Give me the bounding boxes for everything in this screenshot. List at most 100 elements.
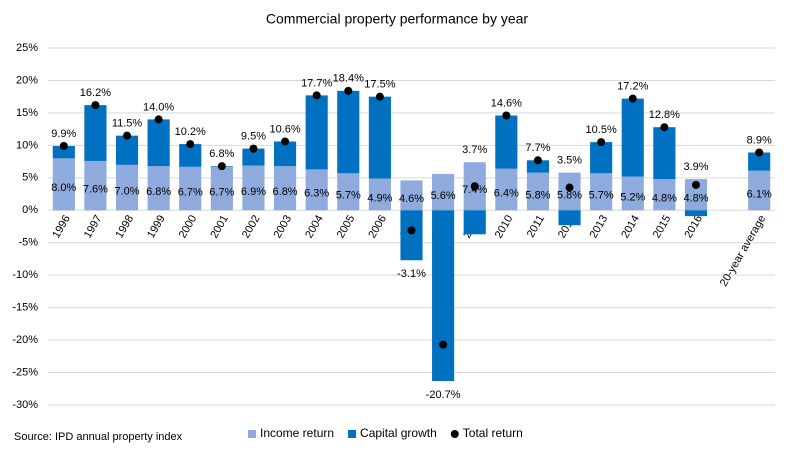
x-tick-label: 2005 xyxy=(335,213,358,240)
y-tick-label: 15% xyxy=(16,107,38,119)
bar xyxy=(147,166,170,211)
bar xyxy=(590,142,613,174)
bar xyxy=(274,166,297,211)
legend-swatch xyxy=(248,430,256,438)
y-tick-label: -20% xyxy=(12,334,38,346)
y-tick-label: 25% xyxy=(16,42,38,54)
total-value-label: 14.0% xyxy=(143,101,174,113)
x-tick-label: 1999 xyxy=(145,213,168,240)
bar xyxy=(748,170,771,211)
bar xyxy=(115,164,139,211)
total-value-label: 9.9% xyxy=(51,128,76,140)
total-value-label: 3.7% xyxy=(462,144,487,156)
total-marker xyxy=(312,91,321,100)
total-marker xyxy=(660,123,669,132)
x-tick-label: 2000 xyxy=(177,213,200,240)
total-value-label: 10.6% xyxy=(269,123,300,135)
bar xyxy=(305,95,328,170)
x-tick-label: 2016 xyxy=(682,213,705,240)
total-marker xyxy=(123,131,132,140)
legend-label: Capital growth xyxy=(360,426,437,440)
total-value-label: 17.2% xyxy=(617,81,648,93)
total-value-label: 3.5% xyxy=(557,155,582,167)
bar xyxy=(432,173,455,211)
bar-value-label: 6.8% xyxy=(273,186,298,198)
bar xyxy=(463,210,486,235)
legend-label: Total return xyxy=(463,426,523,440)
total-value-label: 14.6% xyxy=(491,97,522,109)
bar-value-label: 6.7% xyxy=(209,186,234,198)
total-value-label: 10.2% xyxy=(175,126,206,138)
bar xyxy=(274,141,297,167)
bar xyxy=(242,165,265,211)
bar-value-label: 4.9% xyxy=(367,192,392,204)
bar xyxy=(179,166,202,211)
total-value-label: 3.9% xyxy=(683,161,708,173)
bar-value-label: 4.8% xyxy=(652,193,677,205)
bar-value-label: 5.7% xyxy=(336,190,361,202)
legend-swatch xyxy=(348,430,357,438)
bar xyxy=(242,148,265,166)
bar xyxy=(115,135,139,165)
total-marker xyxy=(217,162,226,171)
bar xyxy=(621,176,644,211)
bar-value-label: 6.4% xyxy=(494,187,519,199)
bar xyxy=(52,146,75,159)
bar xyxy=(653,179,676,211)
x-tick-label: 2006 xyxy=(366,213,389,240)
bar xyxy=(368,96,391,179)
y-tick-label: -5% xyxy=(18,237,38,249)
bar xyxy=(558,210,581,226)
total-value-label: 17.5% xyxy=(364,79,395,91)
total-value-label: 10.5% xyxy=(586,124,617,136)
bar xyxy=(368,178,391,211)
bar xyxy=(684,210,708,217)
y-tick-label: 20% xyxy=(16,74,38,86)
total-marker xyxy=(470,182,479,191)
y-tick-label: -15% xyxy=(12,302,38,314)
total-marker xyxy=(439,340,448,349)
bar xyxy=(305,169,328,211)
x-tick-label: 2010 xyxy=(493,213,516,240)
total-value-label: 11.5% xyxy=(112,118,143,130)
bar xyxy=(84,105,107,161)
x-tick-label: 2003 xyxy=(272,213,295,240)
bar xyxy=(748,152,771,171)
bar-value-label: 5.8% xyxy=(525,189,550,201)
x-tick-label: 2004 xyxy=(303,213,326,240)
bar xyxy=(179,144,202,167)
total-marker xyxy=(91,101,100,110)
total-value-label: 8.9% xyxy=(747,134,772,146)
bar xyxy=(432,210,455,381)
total-marker xyxy=(597,138,606,147)
bar xyxy=(337,173,360,211)
total-marker xyxy=(691,180,700,189)
bar-value-label: 5.2% xyxy=(620,191,645,203)
y-tick-label: -10% xyxy=(12,269,38,281)
x-tick-label: 1997 xyxy=(82,213,105,240)
x-tick-label: 1998 xyxy=(114,213,137,240)
bar xyxy=(337,90,360,174)
source-note: Source: IPD annual property index xyxy=(14,431,183,443)
bar xyxy=(147,119,170,167)
total-marker xyxy=(154,115,163,124)
total-marker xyxy=(344,86,353,95)
total-marker xyxy=(281,137,290,146)
x-tick-label: 2015 xyxy=(651,213,674,240)
total-marker xyxy=(755,148,764,157)
bar xyxy=(653,127,676,180)
bar-value-label: 7.0% xyxy=(114,185,139,197)
bar xyxy=(621,98,644,177)
bar-value-label: 6.9% xyxy=(241,186,266,198)
total-value-label: 6.8% xyxy=(209,148,234,160)
bar-value-label: 5.7% xyxy=(589,190,614,202)
bar-value-label: 8.0% xyxy=(51,182,76,194)
total-value-label: 16.2% xyxy=(80,87,111,99)
bar-value-label: 5.6% xyxy=(431,190,456,202)
bar xyxy=(400,210,423,261)
x-tick-label: 2013 xyxy=(588,213,611,240)
y-tick-label: -25% xyxy=(12,366,38,378)
total-marker xyxy=(407,226,416,235)
bar-value-label: 6.7% xyxy=(178,186,203,198)
